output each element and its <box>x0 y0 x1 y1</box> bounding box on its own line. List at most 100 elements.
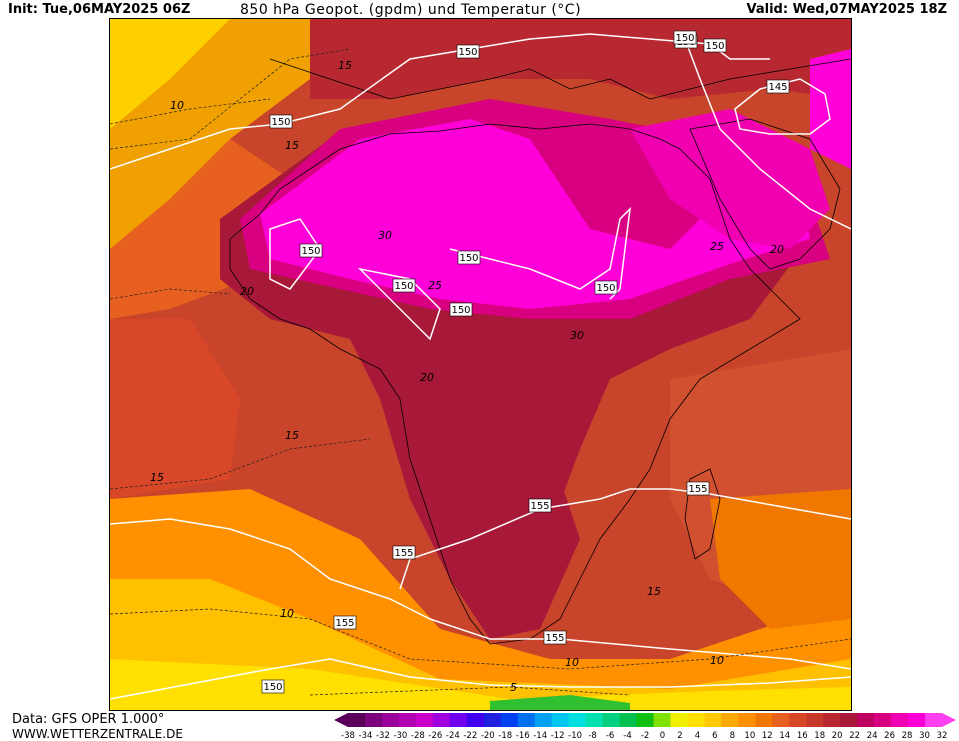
svg-text:155: 155 <box>688 484 707 495</box>
geopotential-label: 150 <box>269 114 293 129</box>
legend-arrow-max <box>942 713 956 727</box>
legend-tick-label: 2 <box>677 731 682 740</box>
svg-text:150: 150 <box>459 253 478 264</box>
weather-map[interactable]: 1501501501501451501501501501501501551551… <box>109 18 852 711</box>
legend-tick-label: -2 <box>641 731 649 740</box>
geopotential-isoline-155-south <box>110 518 851 670</box>
geopotential-label: 145 <box>766 79 790 94</box>
legend-swatch <box>568 713 587 727</box>
temperature-label: 15 <box>285 139 299 152</box>
temperature-label: 25 <box>710 240 724 253</box>
site-credit[interactable]: WWW.WETTERZENTRALE.DE <box>12 727 183 741</box>
data-source: Data: GFS OPER 1.000° <box>12 712 165 727</box>
legend-tick-label: 4 <box>695 731 700 740</box>
legend-swatch <box>585 713 604 727</box>
legend-swatch <box>602 713 621 727</box>
coastline-africa <box>229 123 801 645</box>
legend-swatch <box>789 713 807 727</box>
svg-text:150: 150 <box>675 33 694 44</box>
legend-swatch <box>857 713 875 727</box>
legend-tick-label: -6 <box>606 731 614 740</box>
legend-tick-label: 24 <box>867 731 878 740</box>
geopotential-label: 150 <box>703 38 727 53</box>
legend-tick-label: -28 <box>411 731 425 740</box>
legend-swatch <box>415 713 434 727</box>
temperature-band-cool-nw <box>110 19 370 249</box>
svg-text:145: 145 <box>768 82 787 93</box>
temperature-band-green-strip <box>490 695 630 710</box>
legend-swatch <box>653 713 671 727</box>
temperature-isoline-15-south <box>110 438 371 490</box>
init-time: Init: Tue,06MAY2025 06Z <box>8 2 191 17</box>
legend-swatch <box>517 713 536 727</box>
legend-tick-label: -26 <box>428 731 442 740</box>
legend-color-bar <box>334 713 956 727</box>
legend-tick-label: -18 <box>498 731 512 740</box>
legend-swatch <box>925 713 943 727</box>
legend-swatch <box>551 713 570 727</box>
temperature-label: 15 <box>647 585 661 598</box>
legend-swatch <box>619 713 638 727</box>
sahara-hot-core <box>260 119 810 309</box>
svg-text:150: 150 <box>263 682 282 693</box>
geopotential-label: 150 <box>673 30 697 45</box>
legend-swatch <box>432 713 451 727</box>
legend-tick-label: -34 <box>359 731 373 740</box>
northeast-hot <box>810 49 851 169</box>
legend-swatch <box>534 713 553 727</box>
svg-text:155: 155 <box>545 633 564 644</box>
legend-tick-label: -16 <box>516 731 530 740</box>
geopotential-isoline-150-sahel <box>269 206 632 341</box>
temperature-isoline-5-south <box>309 686 631 696</box>
geopotential-label: 155 <box>392 545 416 560</box>
svg-text:150: 150 <box>301 246 320 257</box>
map-canvas: 1501501501501451501501501501501501551551… <box>110 19 851 710</box>
legend-tick-label: 0 <box>660 731 665 740</box>
legend-tick-label: 22 <box>849 731 860 740</box>
legend-swatch <box>755 713 773 727</box>
legend-tick-label: -20 <box>481 731 495 740</box>
temperature-labels: 10 15 20 30 25 25 20 30 20 15 15 10 15 10 10 5 15 <box>150 59 784 694</box>
legend-swatch <box>823 713 841 727</box>
svg-text:150: 150 <box>705 41 724 52</box>
legend-tick-label: 30 <box>919 731 930 740</box>
legend-swatch <box>687 713 705 727</box>
color-legend: -38 -34 -32 -30 -28 -26 -24 -22 -20 -18 -16 -14 -12-… <box>334 713 956 740</box>
temperature-isoline-10-south <box>110 608 851 670</box>
svg-text:150: 150 <box>394 281 413 292</box>
temperature-isoline-10-nw <box>110 98 271 125</box>
temperature-isoline-15 <box>110 48 351 150</box>
geopotential-label: 150 <box>392 278 416 293</box>
legend-tick-label: -4 <box>623 731 631 740</box>
legend-tick-label: 12 <box>762 731 773 740</box>
legend-tick-label: 32 <box>937 731 948 740</box>
legend-tick-label: 20 <box>832 731 843 740</box>
temperature-band-se-orange <box>710 489 851 629</box>
legend-swatch <box>738 713 756 727</box>
legend-swatch <box>891 713 909 727</box>
coastline-arabia <box>689 118 841 270</box>
geopotential-isoline-150-east <box>684 38 851 230</box>
geopotential-label: 155 <box>528 498 552 513</box>
temperature-label: 5 <box>510 681 517 694</box>
temperature-label: 20 <box>770 243 784 256</box>
temperature-label: 25 <box>428 279 442 292</box>
geopotential-label: 150 <box>457 250 481 265</box>
valid-time: Valid: Wed,07MAY2025 18Z <box>746 2 947 17</box>
svg-text:155: 155 <box>335 618 354 629</box>
legend-tick-label: -32 <box>376 731 390 740</box>
legend-tick-label: 14 <box>779 731 790 740</box>
legend-swatch <box>874 713 892 727</box>
legend-arrow-min <box>334 713 348 727</box>
geopotential-label: 155 <box>686 481 710 496</box>
temperature-label: 30 <box>378 229 392 242</box>
geopotential-label: 150 <box>299 243 323 258</box>
temperature-label: 10 <box>710 654 724 667</box>
legend-swatch <box>908 713 926 727</box>
coastline-europe <box>269 58 851 100</box>
legend-swatch <box>636 713 654 727</box>
temperature-label: 30 <box>570 329 584 342</box>
arabia-hot-core <box>630 109 830 249</box>
legend-tick-label: 6 <box>712 731 717 740</box>
temperature-label: 15 <box>285 429 299 442</box>
